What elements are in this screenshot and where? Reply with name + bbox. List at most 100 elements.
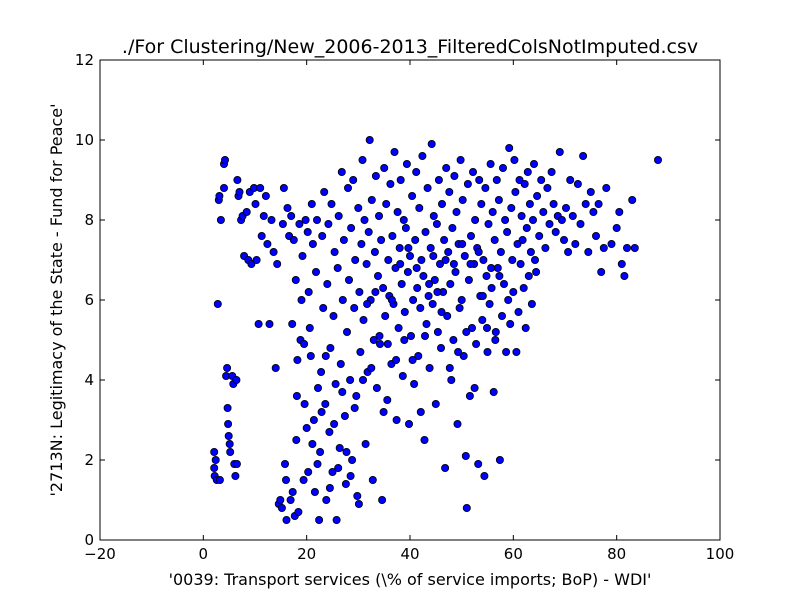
data-point (487, 263, 496, 272)
data-point (295, 219, 304, 228)
data-point (415, 203, 424, 212)
data-point (225, 439, 234, 448)
data-point (416, 303, 425, 312)
data-point (224, 431, 233, 440)
data-point (350, 403, 359, 412)
data-point (281, 475, 290, 484)
data-point (430, 275, 439, 284)
data-point (482, 271, 491, 280)
data-point (231, 471, 240, 480)
data-point (484, 219, 493, 228)
data-point (487, 283, 496, 292)
data-point (328, 467, 337, 476)
data-point (405, 251, 414, 260)
data-point (517, 211, 526, 220)
data-point (485, 299, 494, 308)
data-point (573, 179, 582, 188)
data-point (336, 359, 345, 368)
data-point (463, 179, 472, 188)
data-point (592, 231, 601, 240)
data-point (586, 187, 595, 196)
data-point (393, 207, 402, 216)
data-point (267, 215, 276, 224)
data-point (343, 183, 352, 192)
data-point (342, 327, 351, 336)
data-point (654, 155, 663, 164)
y-tick-label: 8 (84, 211, 94, 229)
data-point (318, 231, 327, 240)
data-point (401, 223, 410, 232)
data-point (420, 435, 429, 444)
data-point (288, 319, 297, 328)
data-point (429, 251, 438, 260)
data-point (495, 455, 504, 464)
data-point (313, 459, 322, 468)
data-point (395, 243, 404, 252)
data-point (307, 199, 316, 208)
data-point (297, 295, 306, 304)
data-point (477, 199, 486, 208)
x-tick-label: 0 (199, 545, 209, 563)
data-point (360, 215, 369, 224)
data-point (300, 399, 309, 408)
data-point (313, 383, 322, 392)
data-point (352, 391, 361, 400)
data-point (454, 347, 463, 356)
data-point (304, 287, 313, 296)
data-point (308, 439, 317, 448)
data-point (263, 239, 272, 248)
data-point (398, 371, 407, 380)
data-point (353, 491, 362, 500)
data-point (283, 203, 292, 212)
data-point (589, 207, 598, 216)
data-point (306, 351, 315, 360)
data-point (408, 355, 417, 364)
data-point (351, 255, 360, 264)
data-point (532, 267, 541, 276)
data-point (482, 323, 491, 332)
data-point (367, 195, 376, 204)
data-point (388, 231, 397, 240)
data-point (338, 295, 347, 304)
data-point (367, 363, 376, 372)
data-point (410, 379, 419, 388)
data-point (462, 503, 471, 512)
data-point (402, 159, 411, 168)
data-point (344, 275, 353, 284)
data-point (326, 343, 335, 352)
data-point (494, 195, 503, 204)
data-point (421, 227, 430, 236)
x-tick-label: 100 (706, 545, 735, 563)
data-point (223, 363, 232, 372)
data-point (348, 455, 357, 464)
data-point (579, 151, 588, 160)
data-point (354, 499, 363, 508)
data-point (468, 167, 477, 176)
data-point (341, 479, 350, 488)
data-point (219, 183, 228, 192)
data-point (445, 363, 454, 372)
data-point (412, 263, 421, 272)
data-point (414, 351, 423, 360)
data-point (392, 415, 401, 424)
data-point (369, 335, 378, 344)
data-point (566, 175, 575, 184)
data-point (356, 347, 365, 356)
points-layer (210, 135, 663, 525)
data-point (406, 331, 415, 340)
data-point (452, 207, 461, 216)
data-point (308, 239, 317, 248)
data-point (584, 247, 593, 256)
data-point (425, 363, 434, 372)
data-point (211, 455, 220, 464)
y-tick-label: 6 (84, 291, 94, 309)
data-point (474, 459, 483, 468)
data-point (400, 335, 409, 344)
data-point (235, 187, 244, 196)
data-point (483, 347, 492, 356)
data-point (628, 195, 637, 204)
data-point (437, 199, 446, 208)
data-point (465, 391, 474, 400)
data-point (316, 447, 325, 456)
